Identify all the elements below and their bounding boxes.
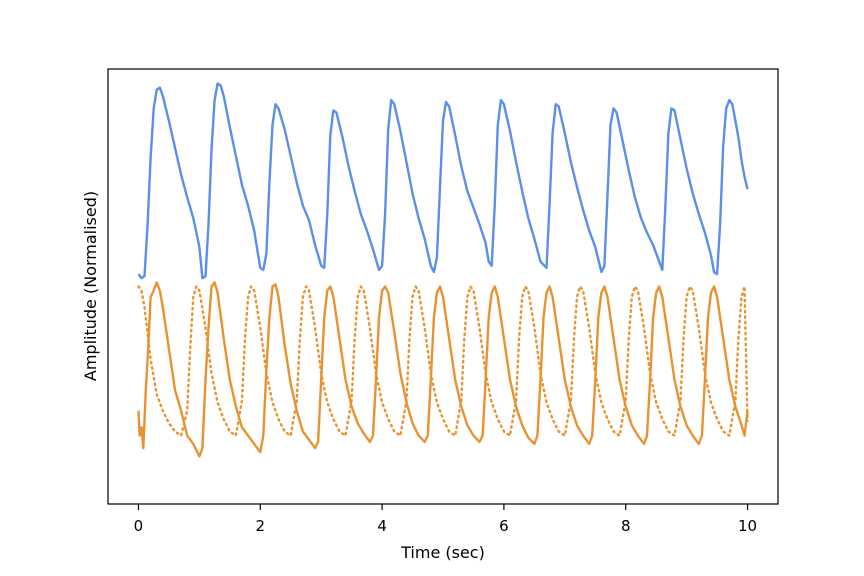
x-axis: 0 2 4 6 8 10 (134, 504, 757, 535)
series-line-1 (137, 82, 749, 280)
series-layer (137, 82, 749, 458)
series-line-2 (137, 281, 749, 458)
x-tick-label: 10 (738, 517, 757, 535)
x-axis-label: Time (sec) (400, 543, 485, 562)
x-tick-label: 0 (134, 517, 144, 535)
x-tick-label: 2 (255, 517, 265, 535)
y-axis-label: Amplitude (Normalised) (81, 191, 100, 381)
x-tick-label: 6 (499, 517, 509, 535)
x-tick-label: 4 (377, 517, 387, 535)
plot-frame (107, 68, 779, 505)
x-tick-label: 8 (621, 517, 631, 535)
series-line-3 (137, 285, 749, 437)
